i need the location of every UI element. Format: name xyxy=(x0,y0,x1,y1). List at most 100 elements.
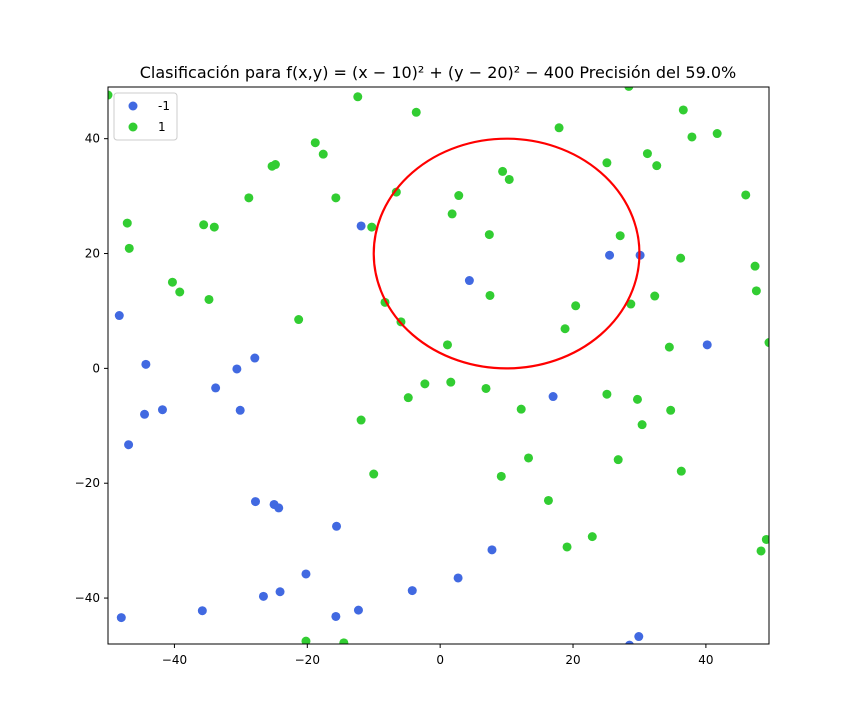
legend-label-1: -1 xyxy=(158,99,170,113)
point-series-2-63 xyxy=(543,495,553,505)
point-series-1-26 xyxy=(353,605,363,615)
point-series-2-56 xyxy=(666,405,676,415)
point-series-2-19 xyxy=(391,187,401,197)
x-tick-label: −20 xyxy=(295,653,320,667)
point-series-2-16 xyxy=(411,107,421,117)
point-series-1-12 xyxy=(605,250,615,260)
point-series-2-31 xyxy=(615,231,625,241)
point-series-2-65 xyxy=(587,532,597,542)
legend-marker-1 xyxy=(128,101,138,111)
point-series-2-41 xyxy=(687,132,697,142)
point-series-2-7 xyxy=(199,220,209,230)
point-series-2-35 xyxy=(642,149,652,159)
point-series-1-30 xyxy=(634,632,644,642)
point-series-2-2 xyxy=(122,218,132,228)
point-series-2-28 xyxy=(442,340,452,350)
point-series-1-3 xyxy=(140,409,150,419)
point-series-2-18 xyxy=(367,222,377,232)
point-series-1-23 xyxy=(197,606,207,616)
point-series-2-59 xyxy=(524,453,534,463)
point-series-1-22 xyxy=(275,587,285,597)
plot-area xyxy=(108,87,769,644)
point-series-2-64 xyxy=(562,542,572,552)
point-series-2-61 xyxy=(613,455,623,465)
y-axis: −40 −20 0 20 40 xyxy=(75,132,108,605)
legend-marker-2 xyxy=(128,122,138,132)
x-tick-label: −40 xyxy=(162,653,187,667)
x-tick-label: 0 xyxy=(436,653,444,667)
point-series-2-55 xyxy=(637,420,647,430)
point-series-2-46 xyxy=(764,338,769,348)
chart-title: Clasificación para f(x,y) = (x − 10)² + … xyxy=(140,63,737,82)
point-series-1-14 xyxy=(702,340,712,350)
point-series-1-27 xyxy=(407,586,417,596)
point-series-2-17 xyxy=(294,315,304,325)
point-series-2-66 xyxy=(756,546,766,556)
y-tick-label: 40 xyxy=(85,132,100,146)
scatter-points xyxy=(108,87,769,644)
point-series-1-25 xyxy=(331,611,341,621)
y-tick-label: 20 xyxy=(85,247,100,261)
point-series-2-22 xyxy=(454,191,464,201)
point-series-2-69 xyxy=(339,638,349,644)
point-series-1-24 xyxy=(116,613,126,623)
point-series-1-18 xyxy=(274,503,284,513)
point-series-2-14 xyxy=(331,193,341,203)
point-series-2-58 xyxy=(369,469,379,479)
axes-frame xyxy=(107,86,770,645)
point-series-2-40 xyxy=(678,105,688,115)
point-series-1-10 xyxy=(356,221,366,231)
point-series-2-5 xyxy=(175,287,185,297)
point-series-2-43 xyxy=(741,190,751,200)
point-series-2-67 xyxy=(761,534,769,544)
point-series-1-16 xyxy=(250,497,260,507)
point-series-1-28 xyxy=(453,573,463,583)
point-series-2-39 xyxy=(676,253,686,263)
point-series-1-1 xyxy=(114,311,124,321)
point-series-1-21 xyxy=(258,591,268,601)
point-series-2-34 xyxy=(626,299,636,309)
point-series-1-7 xyxy=(232,364,242,374)
decision-boundary-circle xyxy=(372,137,641,370)
point-series-2-54 xyxy=(632,394,642,404)
point-series-2-52 xyxy=(516,404,526,414)
y-tick-label: −20 xyxy=(75,476,100,490)
point-series-2-15 xyxy=(353,92,363,102)
point-series-2-42 xyxy=(712,129,722,139)
point-series-2-23 xyxy=(447,209,457,219)
point-series-2-50 xyxy=(403,393,413,403)
point-series-2-51 xyxy=(481,383,491,393)
point-series-1-19 xyxy=(332,521,342,531)
point-series-2-53 xyxy=(602,389,612,399)
point-series-2-33 xyxy=(560,324,570,334)
point-series-2-44 xyxy=(750,261,760,271)
point-series-2-12 xyxy=(310,138,320,148)
point-series-2-8 xyxy=(209,222,219,232)
legend-label-2: 1 xyxy=(158,120,166,134)
point-series-2-24 xyxy=(498,166,508,176)
point-series-2-57 xyxy=(356,415,366,425)
point-series-2-4 xyxy=(167,277,177,287)
point-series-1-2 xyxy=(141,359,151,369)
point-series-2-3 xyxy=(124,243,134,253)
point-series-2-26 xyxy=(484,230,494,240)
point-series-1-4 xyxy=(157,405,167,415)
point-series-2-47 xyxy=(624,87,634,91)
point-series-2-27 xyxy=(485,290,495,300)
point-series-1-9 xyxy=(250,353,260,363)
point-series-2-49 xyxy=(446,377,456,387)
point-series-2-48 xyxy=(420,379,430,389)
point-series-2-29 xyxy=(554,123,564,133)
point-series-2-9 xyxy=(244,193,254,203)
legend: -1 1 xyxy=(113,92,178,141)
point-series-1-11 xyxy=(464,276,474,286)
point-series-1-6 xyxy=(211,383,221,393)
point-series-2-13 xyxy=(318,149,328,159)
point-series-2-45 xyxy=(751,286,761,296)
point-series-2-32 xyxy=(571,301,581,311)
x-tick-label: 40 xyxy=(698,653,713,667)
point-series-2-37 xyxy=(650,291,660,301)
point-series-2-68 xyxy=(301,636,311,644)
point-series-2-60 xyxy=(496,471,506,481)
point-series-2-1 xyxy=(108,90,113,100)
